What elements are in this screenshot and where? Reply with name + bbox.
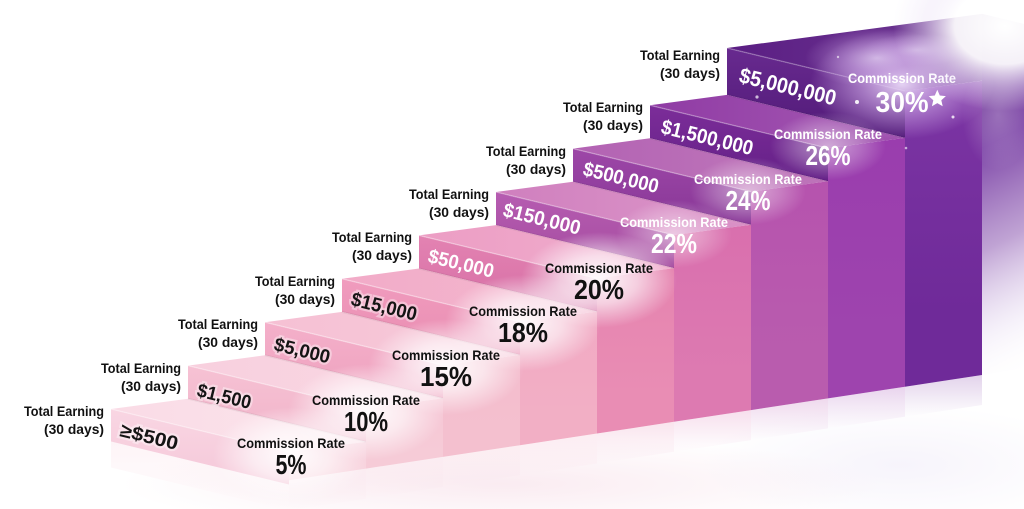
svg-text:Commission Rate: Commission Rate [392,347,500,363]
svg-text:Total Earning: Total Earning [332,230,412,246]
svg-text:Total Earning: Total Earning [24,404,104,420]
svg-text:22%: 22% [651,228,697,259]
svg-text:Total Earning: Total Earning [486,144,566,160]
svg-text:10%: 10% [344,406,388,437]
svg-text:30%: 30% [876,87,929,119]
svg-text:(30 days): (30 days) [583,118,643,134]
svg-text:Commission Rate: Commission Rate [545,260,653,276]
svg-text:Commission Rate: Commission Rate [469,303,577,319]
svg-text:26%: 26% [806,140,851,171]
svg-text:Total Earning: Total Earning [640,48,720,64]
svg-text:Total Earning: Total Earning [409,187,489,203]
svg-text:Commission Rate: Commission Rate [237,435,345,451]
svg-text:(30 days): (30 days) [121,379,181,395]
svg-text:Commission Rate: Commission Rate [774,126,882,142]
svg-text:(30 days): (30 days) [44,422,104,438]
svg-text:(30 days): (30 days) [352,248,412,264]
svg-text:(30 days): (30 days) [198,335,258,351]
svg-text:Total Earning: Total Earning [101,361,181,377]
svg-text:18%: 18% [498,317,548,348]
svg-text:(30 days): (30 days) [429,205,489,221]
svg-text:Total Earning: Total Earning [178,317,258,333]
svg-text:Commission Rate: Commission Rate [312,392,420,408]
svg-text:24%: 24% [726,185,771,216]
svg-text:Total Earning: Total Earning [255,274,335,290]
svg-text:Commission Rate: Commission Rate [694,171,802,187]
svg-text:5%: 5% [276,449,307,480]
svg-text:Commission Rate: Commission Rate [620,214,728,230]
svg-text:20%: 20% [574,274,624,305]
svg-text:15%: 15% [420,361,472,392]
svg-text:(30 days): (30 days) [275,292,335,308]
svg-text:(30 days): (30 days) [506,162,566,178]
svg-text:Total Earning: Total Earning [563,100,643,116]
svg-text:(30 days): (30 days) [660,66,720,82]
